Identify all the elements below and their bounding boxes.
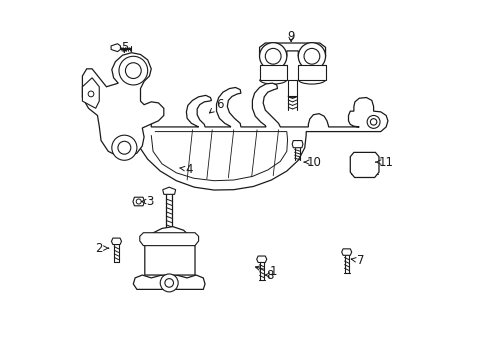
Text: 7: 7 [350,254,364,267]
Circle shape [366,116,379,129]
Circle shape [136,199,141,204]
Polygon shape [259,65,286,80]
Text: 4: 4 [179,163,192,176]
Polygon shape [298,65,325,80]
Circle shape [369,119,376,125]
Text: 8: 8 [265,269,273,282]
Polygon shape [287,80,296,96]
Polygon shape [163,187,175,194]
Polygon shape [349,152,378,177]
Circle shape [118,141,131,154]
Polygon shape [292,140,303,148]
Text: 11: 11 [375,156,393,168]
Text: 9: 9 [287,30,294,43]
Polygon shape [111,238,121,244]
Circle shape [265,48,281,64]
Text: 3: 3 [142,195,153,208]
Polygon shape [140,233,198,246]
Text: 6: 6 [209,98,223,113]
Circle shape [304,48,319,64]
Circle shape [119,56,147,85]
Circle shape [160,274,178,292]
Circle shape [298,42,325,70]
Polygon shape [341,249,351,255]
Text: 2: 2 [95,242,108,255]
Circle shape [88,91,94,97]
Circle shape [259,42,286,70]
Polygon shape [259,43,325,56]
Polygon shape [133,197,144,206]
Polygon shape [144,226,195,275]
Text: 10: 10 [304,156,321,168]
Polygon shape [133,275,204,289]
Text: 5: 5 [121,41,128,54]
Polygon shape [82,78,99,108]
Polygon shape [111,44,120,51]
Text: 1: 1 [255,265,276,278]
Polygon shape [82,53,163,157]
Circle shape [112,135,137,160]
Circle shape [125,63,141,78]
Circle shape [164,279,173,287]
Polygon shape [131,83,387,190]
Polygon shape [256,256,266,262]
